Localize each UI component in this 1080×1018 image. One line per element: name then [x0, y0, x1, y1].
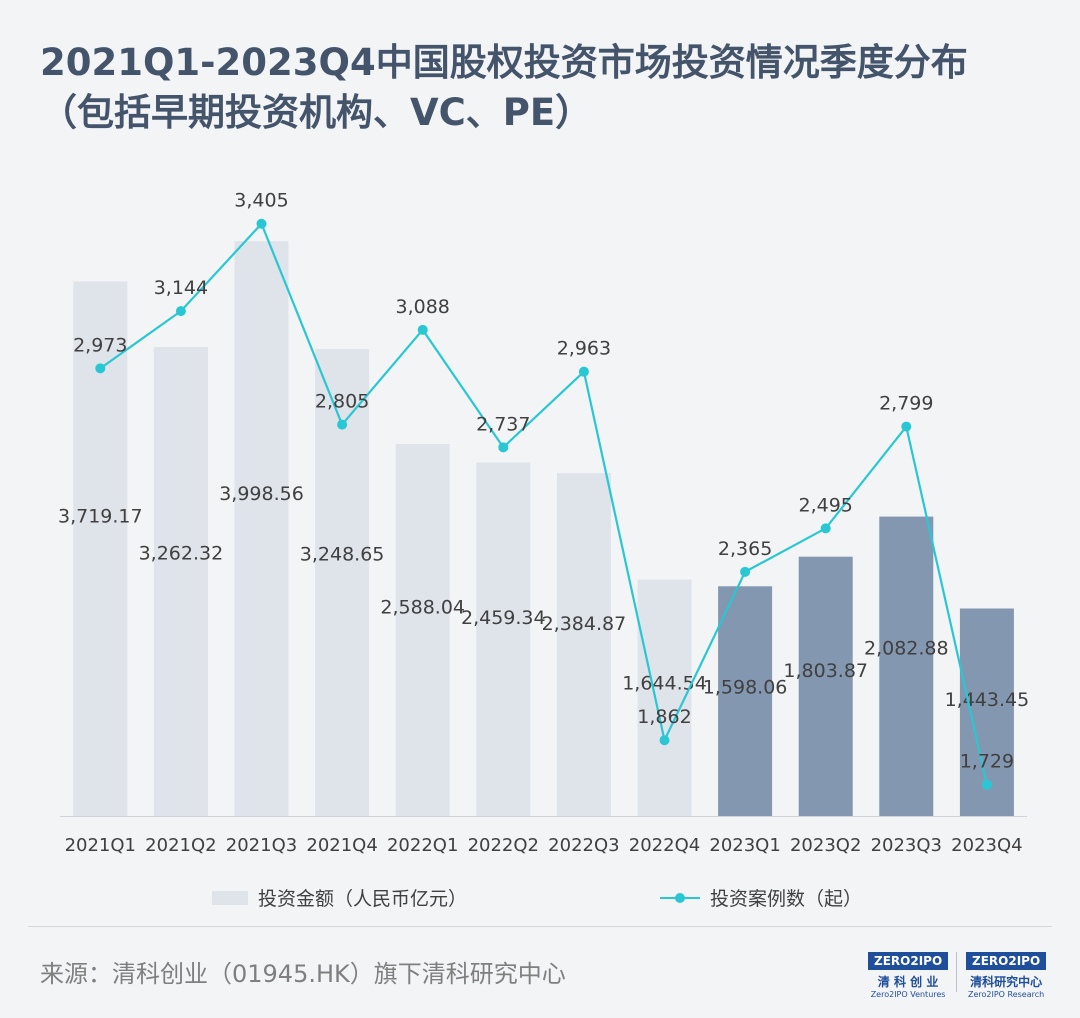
line-point-2023Q2 [820, 523, 831, 534]
bar-value-label: 1,644.54 [622, 673, 707, 695]
line-value-label: 2,737 [476, 413, 530, 435]
line-value-label: 3,144 [154, 277, 208, 299]
logo-cn-ventures: 清 科 创 业 [877, 975, 939, 989]
line-value-label: 2,365 [718, 538, 772, 560]
line-point-2022Q1 [417, 324, 428, 335]
line-series: 2,973 3,144 3,405 2,805 3,088 2,737 2,963 1,862… [73, 190, 1014, 790]
logo-separator [956, 952, 957, 992]
divider [28, 926, 1052, 927]
line-point-2021Q3 [256, 218, 267, 229]
legend-swatch-line [660, 891, 700, 905]
line-path [99, 221, 988, 785]
x-axis: 2021Q1 2021Q2 2021Q3 2021Q4 2022Q1 2022Q2 2022… [60, 816, 1028, 856]
bar-value-label: 2,459.34 [461, 607, 546, 629]
x-tick-label: 2022Q2 [468, 835, 539, 856]
zero2ipo-research-logo: ZERO2IPO 清科研究中心 Zero2IPO Research [966, 950, 1047, 999]
bar-2021Q2 [153, 347, 208, 816]
line-value-label: 3,088 [395, 296, 449, 318]
zero2ipo-ventures-logo: ZERO2IPO 清 科 创 业 Zero2IPO Ventures [868, 950, 949, 999]
bar-value-label: 3,998.56 [219, 483, 304, 505]
legend-label-count: 投资案例数（起） [710, 888, 863, 910]
bar-value-label: 3,248.65 [300, 543, 385, 565]
bar-2021Q1 [73, 281, 128, 816]
legend-swatch-bar [212, 890, 248, 905]
bar-2021Q4 [315, 349, 370, 816]
x-tick-label: 2023Q1 [709, 835, 780, 856]
bar-value-label: 1,803.87 [783, 660, 868, 682]
line-point-2021Q1 [95, 363, 106, 374]
logo-box-ventures: ZERO2IPO [868, 952, 949, 970]
line-value-label: 1,729 [960, 751, 1014, 773]
x-tick-label: 2022Q3 [548, 835, 619, 856]
legend-label-amount: 投资金额（人民币亿元） [258, 888, 468, 910]
bar-series [73, 241, 1014, 816]
bar-2022Q3 [556, 473, 611, 816]
bar-value-label: 3,719.17 [58, 506, 143, 528]
bar-value-label: 2,082.88 [864, 637, 949, 659]
line-point-2022Q3 [578, 366, 589, 377]
logo-en-research: Zero2IPO Research [967, 990, 1045, 999]
bar-2022Q1 [395, 443, 450, 816]
bar-2021Q3 [234, 241, 289, 816]
bar-value-label: 2,588.04 [380, 597, 465, 619]
line-point-2021Q2 [175, 306, 186, 317]
bar-2023Q1 [718, 586, 773, 816]
x-tick-label: 2022Q1 [387, 835, 458, 856]
bar-2023Q2 [798, 556, 853, 816]
bar-2022Q2 [476, 462, 531, 816]
bar-value-label: 1,443.45 [945, 689, 1030, 711]
chart-title-line2: （包括早期投资机构、VC、PE） [40, 91, 593, 134]
line-value-label: 2,973 [73, 334, 127, 356]
source-note: 来源：清科创业（01945.HK）旗下清科研究中心 [40, 960, 566, 988]
line-point-2023Q1 [740, 566, 751, 577]
line-point-2021Q4 [337, 419, 348, 430]
x-tick-label: 2023Q3 [871, 835, 942, 856]
x-tick-label: 2021Q4 [306, 835, 377, 856]
chart: 3,719.17 3,262.32 3,998.56 3,248.65 2,588.04… [58, 190, 1030, 856]
bar-value-label: 3,262.32 [139, 542, 224, 564]
legend-item-count: 投资案例数（起） [660, 884, 862, 911]
bar-value-label: 1,598.06 [703, 676, 788, 698]
chart-title: 2021Q1-2023Q4中国股权投资市场投资情况季度分布 （包括早期投资机构、… [40, 38, 1050, 138]
logo-en-ventures: Zero2IPO Ventures [870, 990, 946, 999]
line-value-label: 2,805 [315, 391, 369, 413]
line-point-2022Q2 [498, 442, 509, 453]
legend: 投资金额（人民币亿元） 投资案例数（起） [0, 884, 1080, 914]
logo-box-research: ZERO2IPO [966, 952, 1047, 970]
x-tick-label: 2022Q4 [629, 835, 700, 856]
x-tick-label: 2021Q1 [65, 835, 136, 856]
x-tick-label: 2021Q3 [226, 835, 297, 856]
line-value-label: 2,963 [557, 338, 611, 360]
bar-2022Q4 [637, 579, 692, 816]
chart-title-line1: 2021Q1-2023Q4中国股权投资市场投资情况季度分布 [40, 41, 968, 84]
line-point-2023Q4 [981, 779, 992, 790]
line-value-label: 2,799 [879, 393, 933, 415]
bar-value-label: 2,384.87 [542, 613, 627, 635]
line-value-label: 2,495 [798, 494, 852, 516]
legend-item-amount: 投资金额（人民币亿元） [212, 884, 467, 911]
line-point-2022Q4 [659, 735, 670, 746]
line-point-2023Q3 [901, 421, 912, 432]
bar-2023Q3 [879, 516, 934, 816]
line-value-label: 1,862 [637, 706, 691, 728]
line-value-label: 3,405 [234, 190, 288, 212]
x-tick-label: 2023Q2 [790, 835, 861, 856]
logo-cn-research: 清科研究中心 [970, 975, 1043, 989]
x-tick-label: 2021Q2 [145, 835, 216, 856]
x-tick-label: 2023Q4 [951, 835, 1022, 856]
